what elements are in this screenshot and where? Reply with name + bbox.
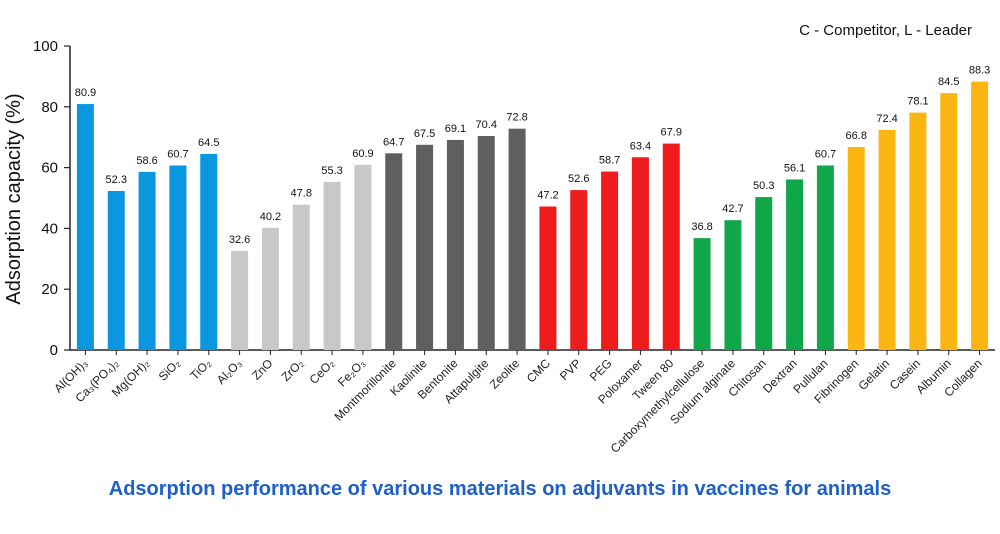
- x-tick-label: PVP: [557, 356, 584, 383]
- bar-value-label: 55.3: [321, 165, 342, 177]
- bar: [786, 179, 804, 350]
- bar-value-label: 40.2: [260, 211, 281, 223]
- y-tick-label: 40: [41, 220, 58, 237]
- x-tick-label: TiO₂: [187, 356, 214, 383]
- bar-value-label: 60.7: [167, 148, 188, 160]
- bar: [909, 112, 927, 351]
- bar: [76, 104, 94, 351]
- y-tick-label: 80: [41, 99, 58, 116]
- bar: [416, 144, 434, 350]
- bar-value-label: 72.4: [876, 113, 897, 125]
- bar-value-label: 80.9: [75, 87, 96, 99]
- bar-value-label: 50.3: [753, 180, 774, 192]
- bar-value-label: 66.8: [846, 130, 867, 142]
- bar: [138, 171, 156, 350]
- x-tick-label: CeO₂: [307, 356, 338, 387]
- bar-value-label: 69.1: [445, 123, 466, 135]
- bar-value-label: 36.8: [691, 221, 712, 233]
- bar: [662, 143, 680, 350]
- legend-note: C - Competitor, L - Leader: [799, 22, 972, 39]
- bar: [971, 81, 989, 351]
- x-tick-label: ZrO₂: [279, 356, 307, 384]
- bar: [816, 165, 834, 350]
- bar: [323, 181, 341, 350]
- bar-value-label: 58.6: [136, 155, 157, 167]
- bar: [601, 171, 619, 350]
- bar: [200, 153, 218, 350]
- bar: [354, 164, 372, 350]
- bar: [570, 190, 588, 350]
- y-tick-label: 100: [33, 38, 58, 55]
- bar: [508, 128, 526, 350]
- bar-value-label: 63.4: [630, 140, 651, 152]
- bar-value-label: 78.1: [907, 96, 928, 108]
- bar-value-label: 58.7: [599, 155, 620, 167]
- bar: [169, 165, 187, 350]
- bar-value-label: 60.7: [815, 148, 836, 160]
- bar: [107, 191, 125, 350]
- y-tick-label: 0: [50, 342, 58, 359]
- x-tick-label: SiO₂: [156, 356, 184, 384]
- bar-chart: 80.9 52.3 58.6 60.7 64.5 32.6 40.2 47.8 55.3 60.9…: [3, 38, 995, 456]
- x-tick-label: Zeolite: [487, 356, 523, 392]
- bar-value-label: 70.4: [476, 119, 497, 131]
- x-tick-label: ZnO: [249, 356, 275, 382]
- bar-value-label: 88.3: [969, 65, 990, 77]
- x-tick-label: PEG: [587, 356, 615, 384]
- bar: [539, 206, 557, 350]
- bar-value-label: 72.8: [506, 112, 527, 124]
- bar: [477, 135, 495, 350]
- bar: [755, 197, 773, 350]
- chart-title: Adsorption performance of various materi…: [108, 478, 892, 500]
- chart-bars: [76, 81, 989, 351]
- bar-value-label: 52.6: [568, 173, 589, 185]
- bar-value-label: 67.5: [414, 128, 435, 140]
- x-tick-label: Al₂O₃: [214, 356, 245, 387]
- bar-value-label: 60.9: [352, 148, 373, 160]
- bar-value-label: 47.8: [291, 188, 312, 200]
- bar: [847, 146, 865, 350]
- bar-value-label: 52.3: [106, 174, 127, 186]
- x-tick-label: CMC: [524, 356, 553, 385]
- bar: [693, 238, 711, 350]
- chart-axes: [64, 45, 995, 355]
- bar-value-label: 56.1: [784, 162, 805, 174]
- bar: [878, 129, 896, 350]
- y-tick-label: 20: [41, 281, 58, 298]
- bar: [385, 153, 403, 350]
- bar-value-label: 67.9: [661, 127, 682, 139]
- bar: [292, 204, 310, 350]
- y-axis-label: Adsorption capacity (%): [3, 93, 25, 304]
- bar-value-label: 32.6: [229, 234, 250, 246]
- bar: [261, 227, 279, 350]
- chart-data-labels: 80.9 52.3 58.6 60.7 64.5 32.6 40.2 47.8 55.3 60.9…: [75, 65, 991, 246]
- bar: [724, 220, 742, 350]
- bar-value-label: 47.2: [537, 190, 558, 202]
- bar: [940, 93, 958, 351]
- x-tick-label: Gelatin: [855, 356, 892, 393]
- bar: [231, 250, 249, 350]
- bar-value-label: 64.5: [198, 137, 219, 149]
- bar-value-label: 84.5: [938, 76, 959, 88]
- bar: [631, 157, 649, 350]
- bar: [446, 139, 464, 350]
- bar-value-label: 42.7: [722, 203, 743, 215]
- bar-value-label: 64.7: [383, 136, 404, 148]
- chart-y-tick-labels: 0 20 40 60 80 100: [33, 38, 58, 359]
- y-tick-label: 60: [41, 160, 58, 177]
